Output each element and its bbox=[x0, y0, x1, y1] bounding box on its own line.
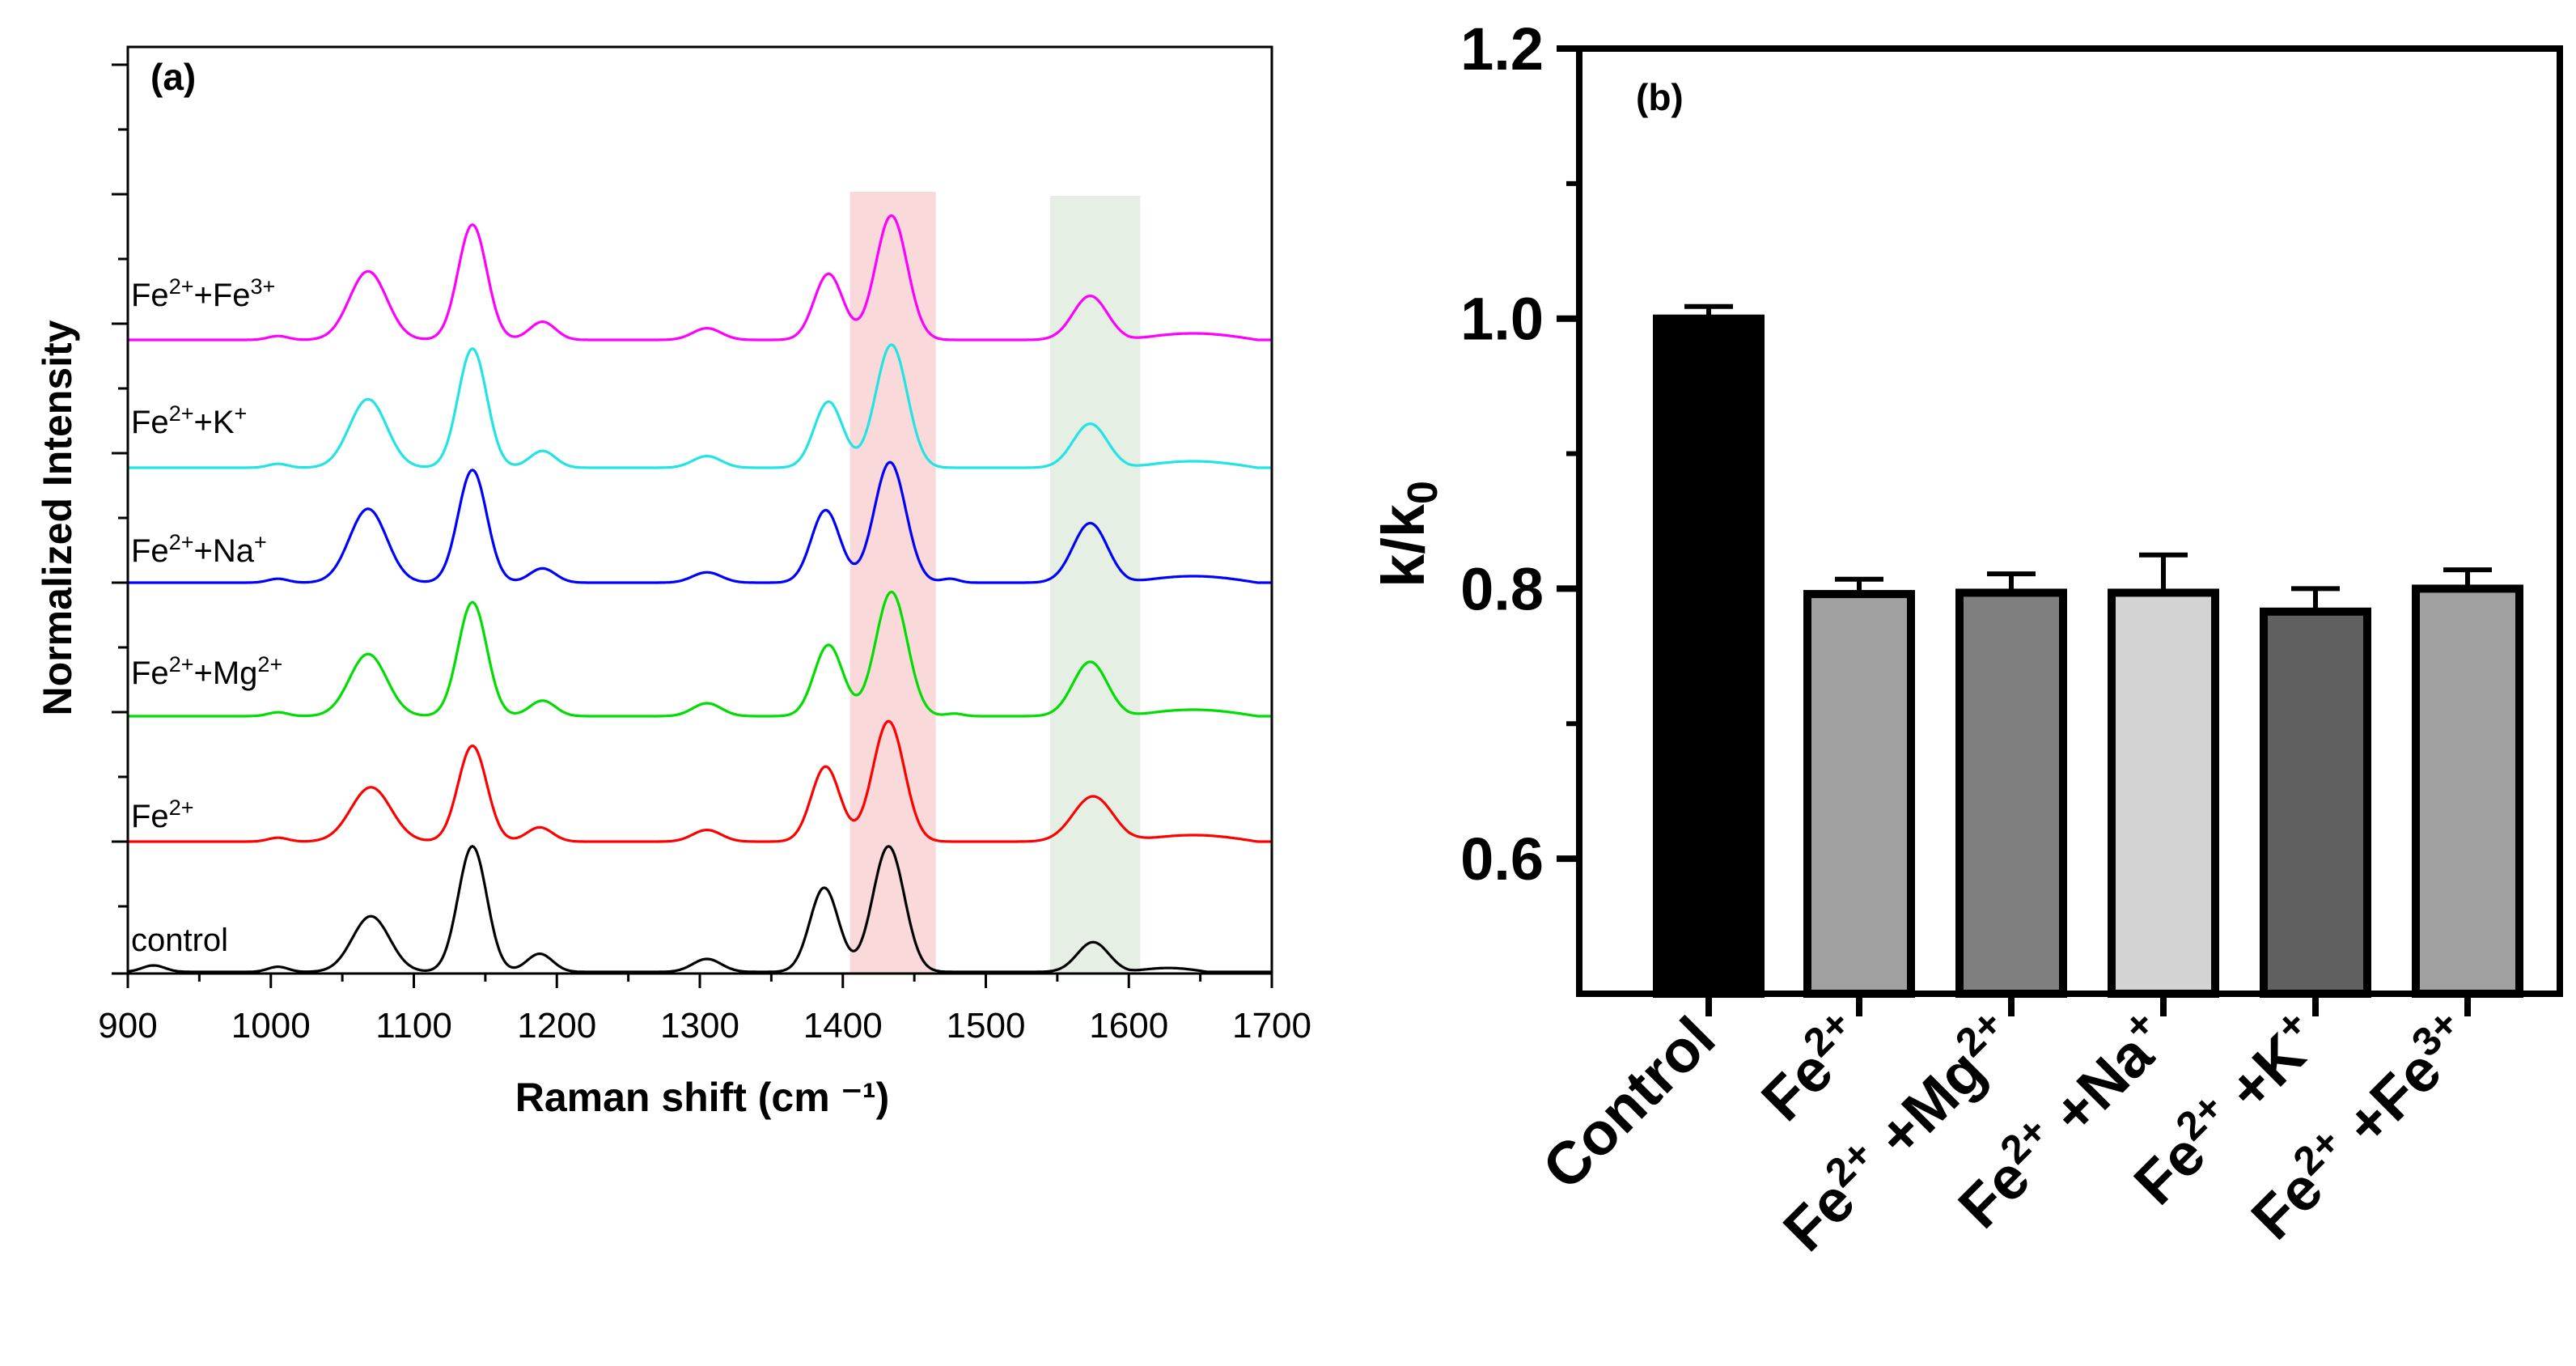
x-tick-label: 1400 bbox=[803, 1006, 883, 1046]
x-tick-label: 900 bbox=[98, 1006, 157, 1046]
bar bbox=[1803, 590, 1915, 998]
bar bbox=[2412, 584, 2523, 999]
trace-label: control bbox=[131, 923, 228, 958]
y-tick-label: 0.6 bbox=[1460, 825, 1544, 893]
x-tick-label: 1100 bbox=[375, 1006, 452, 1046]
bar bbox=[2108, 588, 2219, 998]
x-tick-label: 1600 bbox=[1089, 1006, 1168, 1046]
spectrum-trace bbox=[128, 343, 1272, 469]
spectrum-trace bbox=[128, 460, 1272, 584]
spectrum-trace bbox=[128, 214, 1272, 342]
axes-b: 0.6 0.8 1.0 1.2 bbox=[1460, 15, 2563, 1016]
panel-label-b: (b) bbox=[1636, 76, 1684, 118]
trace-label: Fe2++K+ bbox=[131, 401, 247, 440]
x-tick-label: 1700 bbox=[1232, 1006, 1311, 1046]
spectra-traces bbox=[127, 214, 1272, 974]
category-label: Fe2+ bbox=[1745, 1000, 1878, 1133]
axes-a: 900 1000 1100 1200 1300 1400 1500 1600 1700 bbox=[98, 45, 1311, 1046]
y-axis-label-a: Normalized Intensity bbox=[35, 320, 80, 715]
trace-label: Fe2++Na+ bbox=[131, 530, 267, 569]
category-labels: Control Fe2+Fe2+ +Mg2+Fe2+ +Na+Fe2+ +K+Fe… bbox=[1530, 1000, 2468, 1263]
x-tick-label: 1200 bbox=[517, 1006, 596, 1046]
x-tick-label: 1300 bbox=[660, 1006, 739, 1046]
bar bbox=[1653, 314, 1765, 998]
rate-ratio-bar-chart: 0.6 0.8 1.0 1.2 Control Fe2+Fe2+ +Mg2+Fe2+ +… bbox=[1370, 15, 2563, 1264]
bars bbox=[1653, 303, 2523, 999]
highlight-band bbox=[849, 192, 936, 974]
spectrum-trace bbox=[128, 590, 1272, 718]
spectrum-trace bbox=[127, 845, 1272, 974]
raman-spectra-chart: control Fe2+ Fe2++Mg2+ Fe2++Na+ Fe2++K+ Fe2++… bbox=[35, 45, 1311, 1120]
x-tick-label: 1500 bbox=[947, 1006, 1026, 1046]
trace-label: Fe2+ bbox=[131, 795, 193, 834]
spectrum-trace bbox=[128, 719, 1272, 843]
category-label: Control bbox=[1530, 1004, 1728, 1203]
x-axis-label-a: Raman shift (cm ⁻¹) bbox=[515, 1075, 890, 1120]
x-tick-label: 1000 bbox=[231, 1006, 311, 1046]
y-tick-label: 1.2 bbox=[1460, 15, 1544, 83]
trace-labels: control Fe2+ Fe2++Mg2+ Fe2++Na+ Fe2++K+ Fe2++… bbox=[131, 274, 282, 958]
trace-label: Fe2++Fe3+ bbox=[131, 274, 275, 313]
trace-label: Fe2++Mg2+ bbox=[131, 652, 282, 691]
plot-frame-b bbox=[1576, 45, 2563, 997]
highlight-band bbox=[1050, 196, 1141, 974]
y-tick-label: 1.0 bbox=[1460, 286, 1544, 353]
panel-label-a: (a) bbox=[150, 56, 196, 98]
bar bbox=[2260, 607, 2371, 999]
y-tick-label: 0.8 bbox=[1460, 555, 1544, 622]
y-axis-label-b: k/k0 bbox=[1370, 481, 1447, 588]
bar bbox=[1955, 588, 2067, 998]
